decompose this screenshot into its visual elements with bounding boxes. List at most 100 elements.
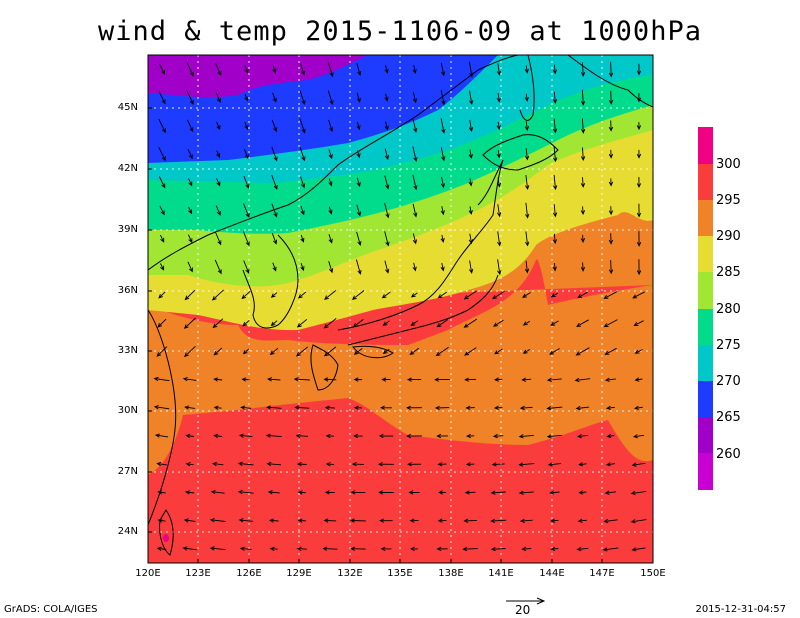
wind-arrow — [525, 174, 530, 191]
wind-arrow — [608, 206, 614, 216]
wind-arrow — [463, 318, 478, 328]
wind-arrow — [299, 90, 306, 105]
wind-arrow — [270, 320, 278, 327]
wind-arrow — [630, 519, 647, 524]
wind-arrow — [576, 319, 589, 327]
wind-arrow — [602, 547, 619, 552]
wind-arrow — [636, 63, 642, 76]
wind-arrow — [604, 490, 617, 495]
wind-arrow — [271, 174, 278, 190]
wind-arrow — [603, 518, 618, 524]
wind-arrow — [238, 433, 253, 438]
wind-arrow — [636, 231, 642, 247]
wind-arrow — [215, 62, 222, 77]
colorbar-swatch-270 — [698, 345, 713, 381]
wind-arrow — [608, 90, 614, 105]
colorbar-swatch-290 — [698, 200, 713, 236]
wind-arrow — [580, 177, 586, 188]
wind-arrow — [463, 518, 477, 523]
wind-arrow — [497, 259, 502, 276]
wind-arrow — [522, 320, 531, 326]
wind-arrow — [381, 291, 391, 299]
wind-arrow — [440, 147, 446, 162]
wind-arrow — [353, 405, 363, 410]
wind-arrow — [242, 320, 250, 327]
wind-arrow — [211, 461, 224, 467]
wind-arrow — [158, 118, 166, 134]
colorbar-swatch-300 — [698, 127, 713, 164]
wind-arrow — [412, 65, 417, 75]
wind-arrow — [297, 490, 306, 495]
wind-arrow — [323, 346, 337, 357]
wind-arrow — [384, 202, 390, 219]
wind-arrow — [604, 377, 616, 382]
wind-arrow — [606, 433, 615, 439]
wind-arrow — [184, 345, 196, 358]
colorbar-label-300: 300 — [716, 157, 741, 172]
wind-arrow — [575, 347, 590, 356]
wind-arrow — [440, 90, 446, 106]
wind-arrow — [409, 546, 418, 552]
wind-arrow — [183, 518, 196, 523]
map-frame — [147, 54, 654, 564]
wind-arrow — [328, 119, 334, 133]
wind-arrow — [243, 203, 250, 218]
wind-arrow — [325, 462, 335, 467]
wind-arrow — [496, 92, 501, 103]
wind-arrow — [300, 176, 306, 189]
wind-arrow — [552, 262, 557, 272]
wind-arrow — [577, 518, 588, 523]
wind-arrow — [183, 317, 196, 329]
wind-arrow — [328, 206, 333, 215]
wind-arrow — [271, 203, 278, 218]
wind-arrow — [241, 377, 251, 382]
wind-arrow — [295, 433, 309, 438]
wind-arrow — [328, 149, 333, 160]
wind-arrow — [244, 121, 249, 131]
wind-arrow — [469, 90, 474, 106]
wind-arrow — [465, 405, 475, 410]
lat-label-45n: 45N — [117, 102, 138, 113]
wind-arrow — [351, 461, 365, 467]
wind-arrow — [608, 149, 614, 159]
wind-arrow — [630, 490, 647, 496]
colorbar-label-280: 280 — [716, 302, 741, 317]
wind-arrow — [243, 149, 249, 160]
wind-arrow — [492, 433, 504, 439]
wind-arrow — [328, 234, 333, 244]
wind-arrow — [350, 490, 366, 495]
lat-label-33n: 33N — [117, 345, 138, 356]
wind-arrow — [409, 347, 420, 356]
wind-arrow — [580, 206, 586, 216]
colorbar-swatch-295 — [698, 164, 713, 200]
wind-arrow — [524, 65, 529, 74]
wind-arrow — [324, 490, 335, 495]
wind-arrow — [185, 433, 194, 439]
wind-arrow — [325, 433, 335, 439]
wind-arrow — [435, 346, 449, 357]
wind-arrow — [209, 546, 226, 551]
wind-arrow — [632, 434, 645, 439]
wind-arrow — [546, 377, 562, 383]
wind-arrow — [186, 62, 194, 77]
wind-arrow — [299, 118, 306, 134]
band-300-305-spot — [163, 534, 169, 542]
coast-china-korea — [148, 55, 519, 271]
wind-arrow — [268, 518, 279, 523]
wind-arrow — [160, 263, 165, 271]
wind-arrow — [187, 234, 193, 244]
wind-arrow — [436, 433, 448, 439]
wind-arrow — [440, 62, 446, 77]
wind-arrow — [243, 175, 250, 189]
wind-arrow — [243, 260, 250, 274]
wind-arrow — [213, 405, 222, 410]
wind-arrow — [158, 91, 166, 105]
wind-arrow — [412, 203, 418, 218]
lon-label-147e: 147E — [589, 568, 615, 579]
wind-arrow — [186, 90, 194, 105]
lat-label-30n: 30N — [117, 405, 138, 416]
wind-arrow — [356, 150, 361, 159]
wind-arrow — [351, 290, 365, 300]
wind-arrow — [294, 405, 310, 410]
wind-arrow — [518, 490, 534, 495]
